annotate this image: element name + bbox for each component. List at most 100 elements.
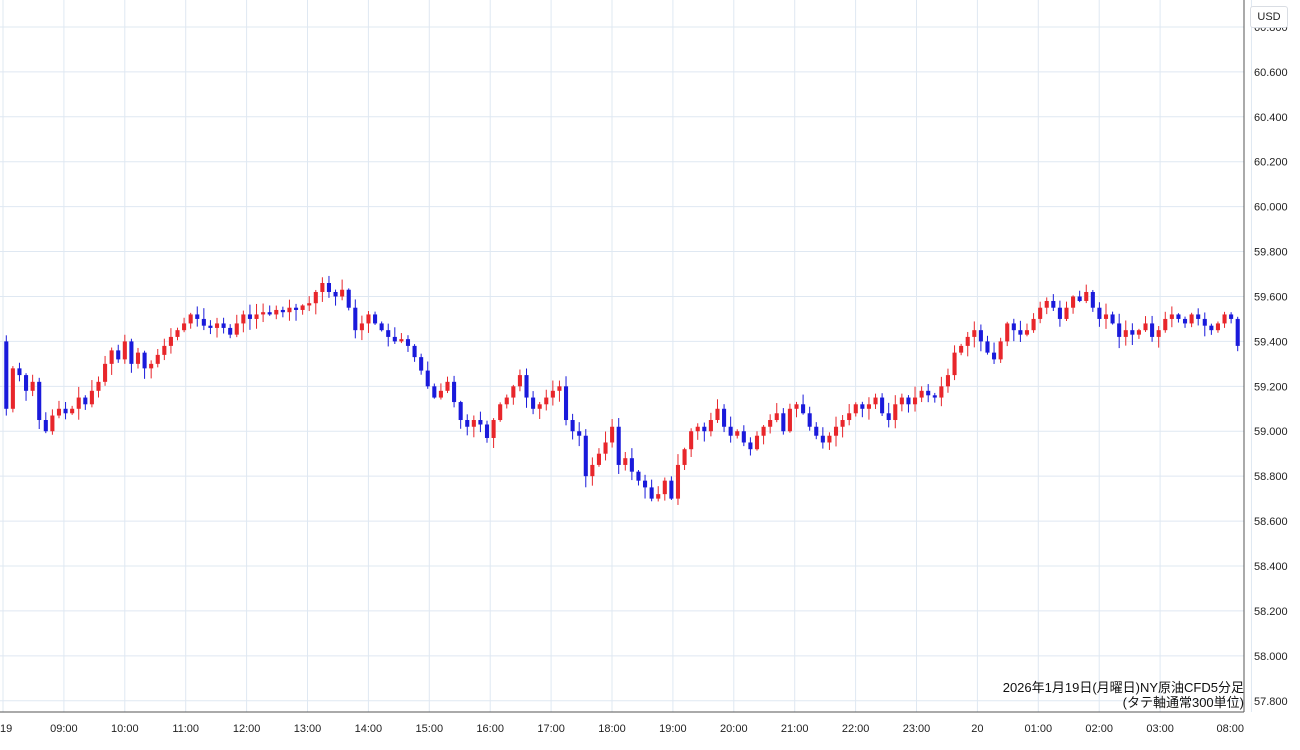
y-tick-label: 58.000	[1254, 651, 1288, 663]
candle-body	[1176, 314, 1181, 319]
candle-body	[1064, 307, 1069, 319]
candle-body	[504, 397, 509, 405]
candle-body	[63, 408, 68, 414]
candle-body	[689, 431, 694, 450]
candle-body	[280, 309, 285, 313]
x-tick-label: 20	[971, 723, 983, 735]
candle-body	[1011, 323, 1016, 331]
candle-body	[1077, 296, 1082, 301]
candle-body	[794, 404, 799, 409]
caption-line-2: (タテ軸通常300単位)	[1122, 695, 1244, 710]
currency-badge[interactable]: USD	[1250, 6, 1288, 28]
candle-body	[445, 381, 450, 391]
candle-body	[662, 480, 667, 495]
candle-body	[149, 363, 154, 369]
candle-body	[234, 323, 239, 335]
candle-body	[214, 323, 220, 328]
candle-body	[353, 307, 358, 331]
candle-body	[254, 314, 259, 319]
candle-body	[853, 404, 858, 414]
candles-layer	[4, 275, 1240, 505]
candle-body	[241, 314, 246, 324]
candle-body	[702, 426, 707, 432]
candle-body	[182, 323, 187, 331]
candle-body	[300, 305, 305, 310]
x-tick-label: 18:00	[598, 723, 626, 735]
y-tick-label: 60.400	[1254, 112, 1288, 124]
candle-body	[4, 341, 9, 409]
y-tick-label: 58.400	[1254, 561, 1288, 573]
candle-body	[30, 381, 35, 391]
candle-body	[17, 368, 22, 376]
candle-body	[359, 323, 364, 331]
x-tick-label: 23:00	[903, 723, 931, 735]
candle-body	[623, 458, 628, 465]
candle-body	[498, 404, 503, 421]
candle-body	[1038, 307, 1043, 319]
candle-body	[76, 397, 81, 409]
candle-body	[807, 413, 812, 427]
candle-body	[201, 318, 206, 326]
candle-body	[517, 375, 522, 387]
candle-body	[814, 426, 819, 436]
y-tick-label: 58.600	[1254, 516, 1288, 528]
y-tick-label: 60.200	[1254, 157, 1288, 169]
candle-body	[162, 345, 167, 355]
candle-body	[636, 471, 641, 481]
candle-body	[570, 420, 575, 432]
candle-body	[392, 336, 397, 342]
candle-body	[886, 413, 891, 421]
y-tick-label: 58.200	[1254, 606, 1288, 618]
candle-body	[939, 386, 944, 398]
candle-body	[577, 431, 582, 436]
candle-body	[1090, 291, 1095, 308]
candle-body	[109, 350, 114, 364]
x-tick-label: 02:00	[1085, 723, 1113, 735]
x-tick-label: 01:00	[1025, 723, 1053, 735]
candle-body	[787, 408, 792, 432]
candle-body	[122, 341, 127, 360]
candle-body	[452, 381, 457, 403]
x-tick-label: 15:00	[416, 723, 444, 735]
candle-body	[70, 408, 75, 414]
candle-body	[649, 487, 654, 499]
candle-body	[1235, 318, 1240, 346]
candle-body	[669, 480, 674, 499]
candle-body	[820, 435, 825, 443]
candle-body	[83, 397, 88, 405]
candle-body	[801, 404, 806, 414]
candle-body	[906, 397, 911, 405]
candle-body	[524, 375, 529, 398]
candle-body	[1110, 314, 1115, 324]
y-tick-label: 59.200	[1254, 381, 1288, 393]
candle-body	[781, 413, 786, 432]
candle-body	[1130, 330, 1135, 335]
candle-body	[873, 397, 878, 405]
candle-body	[261, 312, 266, 315]
candle-body	[96, 381, 101, 391]
candle-body	[768, 420, 773, 427]
candle-body	[866, 404, 871, 409]
candle-body	[656, 494, 661, 499]
candle-body	[550, 390, 555, 398]
y-tick-label: 57.800	[1254, 696, 1288, 708]
candle-body	[728, 426, 733, 436]
candle-body	[1182, 318, 1188, 324]
x-tick-label: 19	[0, 723, 12, 735]
candle-body	[293, 307, 299, 310]
candle-body	[366, 314, 371, 324]
candle-body	[583, 435, 588, 477]
candle-body	[188, 314, 193, 324]
candle-body	[1005, 323, 1010, 342]
x-tick-label: 10:00	[111, 723, 139, 735]
x-tick-label: 20:00	[720, 723, 748, 735]
candle-body	[287, 307, 292, 313]
candle-body	[313, 291, 318, 304]
candle-body	[10, 368, 15, 409]
candle-body	[103, 363, 108, 382]
candle-body	[1084, 291, 1089, 301]
candle-body	[386, 330, 391, 337]
candle-body	[333, 291, 338, 297]
candle-body	[1196, 314, 1201, 319]
